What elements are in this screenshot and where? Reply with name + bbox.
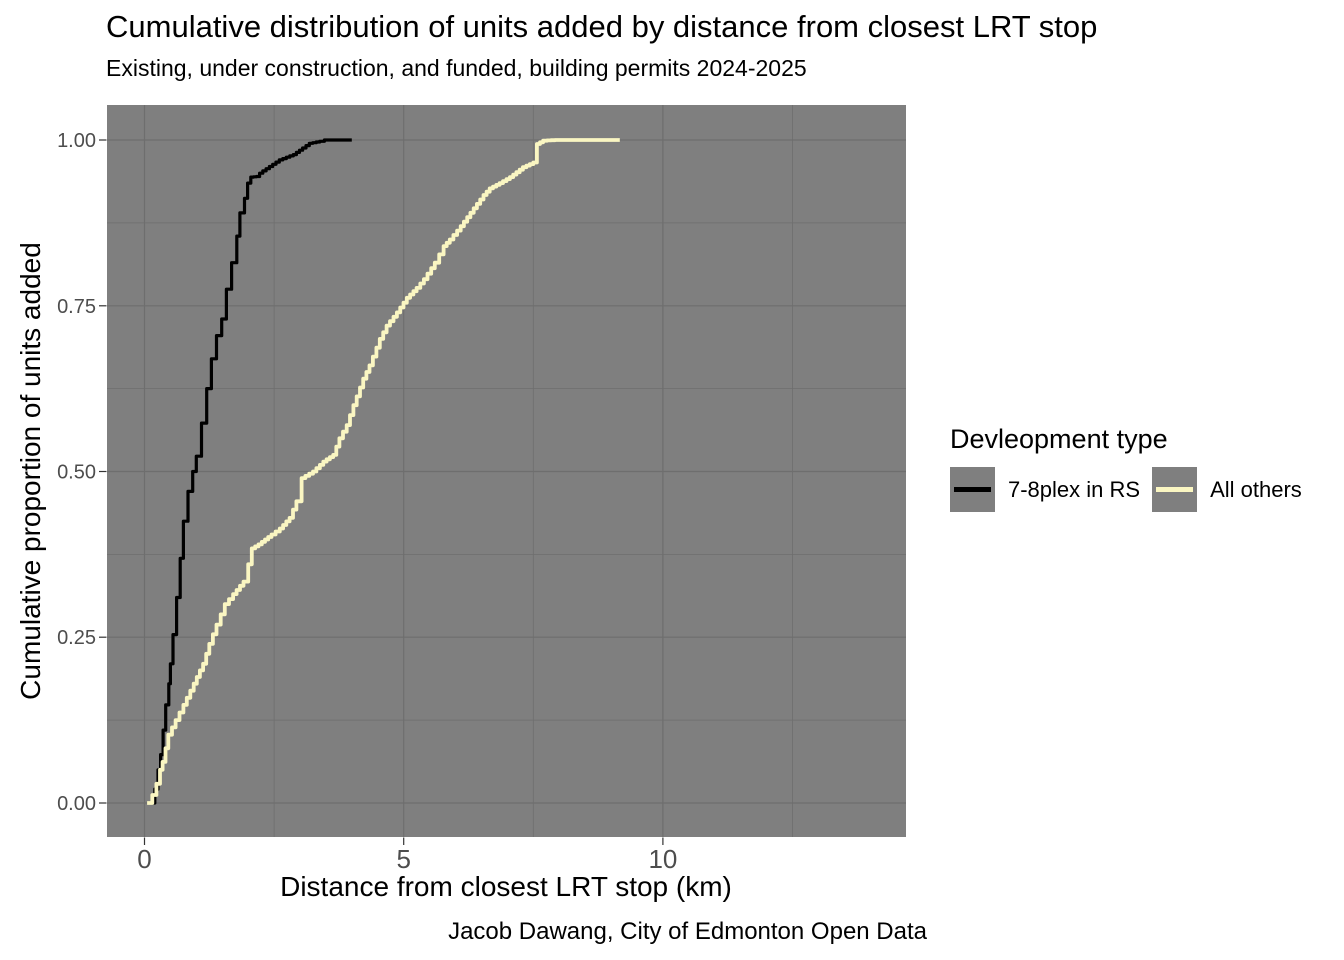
ecdf-curve-all-others (147, 138, 620, 805)
chart-title: Cumulative distribution of units added b… (106, 9, 1098, 44)
legend: Devleopment type 7-8plex in RS All other… (950, 424, 1302, 512)
y-tick-label: 0.25 (57, 627, 96, 649)
x-axis-title: Distance from closest LRT stop (km) (280, 871, 732, 902)
y-axis-title: Cumulative proportion of units added (15, 242, 46, 700)
legend-key-line-black (954, 487, 991, 492)
legend-key-7-8plex-in-rs (950, 467, 995, 512)
y-tick-label: 0.75 (57, 296, 96, 318)
x-tick-label: 0 (137, 844, 151, 874)
x-tick-label: 10 (648, 844, 677, 874)
ecdf-curve-7-8plex-in-rs (151, 138, 352, 805)
legend-title: Devleopment type (950, 424, 1168, 454)
legend-label-7-8plex-in-rs: 7-8plex in RS (1008, 476, 1141, 502)
legend-key-line-cream (1156, 487, 1194, 492)
x-tick-label: 5 (396, 844, 410, 874)
y-tick-label: 1.00 (57, 130, 96, 152)
legend-label-all-others: All others (1210, 476, 1302, 502)
y-tick-label: 0.50 (57, 462, 96, 484)
caption: Jacob Dawang, City of Edmonton Open Data (448, 918, 927, 945)
legend-item-all-others: All others (1152, 467, 1302, 512)
legend-item-7-8plex-in-rs: 7-8plex in RS (950, 467, 1140, 512)
chart-subtitle: Existing, under construction, and funded… (106, 55, 807, 81)
y-tick-label: 0.00 (57, 793, 96, 815)
legend-items: 7-8plex in RS All others (950, 467, 1302, 512)
legend-key-all-others (1152, 467, 1198, 512)
